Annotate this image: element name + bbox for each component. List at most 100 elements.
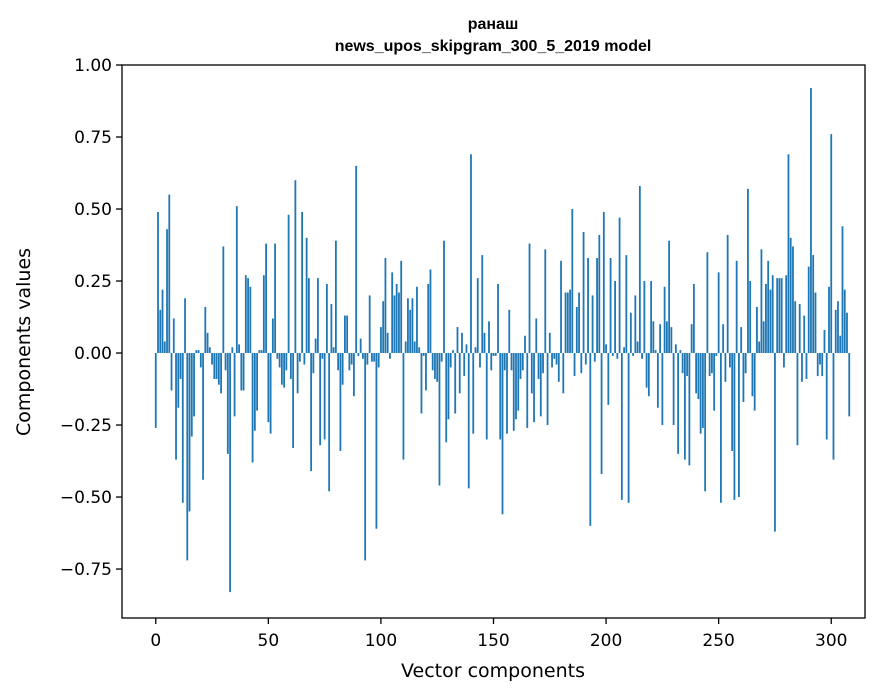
bar <box>208 347 211 354</box>
bar <box>240 353 243 391</box>
y-tick-label: 0.25 <box>74 272 112 292</box>
bar <box>307 278 310 354</box>
bar <box>720 353 722 503</box>
bar <box>798 304 801 354</box>
bar <box>411 298 414 354</box>
bar <box>681 353 684 374</box>
bar <box>692 283 695 354</box>
bar <box>262 275 265 354</box>
bar <box>467 353 470 489</box>
bar <box>814 292 817 354</box>
bar <box>542 353 544 374</box>
bar <box>501 353 504 515</box>
bar <box>384 257 387 354</box>
bar <box>758 341 761 354</box>
bar <box>364 353 367 561</box>
bar <box>616 353 619 359</box>
bar <box>492 353 495 356</box>
bar <box>589 353 592 526</box>
bar <box>494 353 497 356</box>
bar <box>805 353 808 379</box>
bar <box>553 353 556 359</box>
bar <box>812 255 815 354</box>
bar <box>366 353 369 365</box>
bar <box>544 249 547 354</box>
x-tick-label: 50 <box>258 631 280 651</box>
bar <box>729 353 731 368</box>
bar <box>321 353 324 359</box>
bar <box>672 353 675 426</box>
bar <box>722 324 725 354</box>
bar <box>461 332 463 354</box>
bar <box>618 217 621 354</box>
bar <box>359 338 362 354</box>
bar <box>623 347 625 354</box>
bar <box>256 353 258 411</box>
bar <box>528 243 531 354</box>
bar <box>344 315 346 354</box>
x-tick-label: 0 <box>150 631 161 651</box>
bar <box>738 353 740 498</box>
bar <box>663 286 666 354</box>
bar <box>355 165 358 354</box>
bar <box>463 353 466 377</box>
bar <box>298 353 301 362</box>
bar <box>632 353 634 356</box>
bar <box>580 353 583 374</box>
bar <box>706 252 709 354</box>
bar <box>533 353 535 423</box>
bar <box>756 306 758 354</box>
bar <box>409 309 412 354</box>
bar <box>539 353 542 417</box>
bar <box>519 353 522 379</box>
bar <box>235 206 238 354</box>
bar <box>778 278 781 354</box>
bar <box>283 353 286 388</box>
bar <box>199 353 202 368</box>
bar <box>785 275 788 354</box>
bar <box>598 234 601 354</box>
bar <box>697 353 700 400</box>
bar <box>753 353 756 411</box>
bar <box>274 243 276 354</box>
x-tick-label: 300 <box>815 631 847 651</box>
bar <box>325 283 328 354</box>
x-tick-label: 200 <box>590 631 622 651</box>
bar <box>506 353 508 434</box>
bar <box>530 353 533 394</box>
bar <box>445 353 448 443</box>
bar <box>704 353 707 492</box>
bar <box>476 278 479 354</box>
bar <box>416 286 418 354</box>
bar <box>436 353 439 382</box>
bar <box>762 321 765 354</box>
bar <box>265 243 267 354</box>
bar <box>357 353 360 356</box>
bar <box>830 134 833 354</box>
bar <box>260 350 263 354</box>
bar <box>686 353 689 377</box>
bar <box>713 353 716 411</box>
bar <box>181 353 184 503</box>
bar <box>398 292 400 354</box>
bar <box>638 185 641 354</box>
bar <box>569 289 571 354</box>
bar <box>740 327 743 354</box>
bar <box>733 353 736 500</box>
bar <box>350 353 353 365</box>
bar <box>186 353 189 561</box>
bar <box>362 353 364 359</box>
bar <box>699 353 702 434</box>
bar <box>422 353 425 356</box>
bar <box>776 278 779 354</box>
bar <box>380 327 382 354</box>
bar <box>611 353 614 356</box>
bar <box>497 283 499 354</box>
bar <box>765 283 767 354</box>
bar <box>188 353 191 512</box>
bar <box>458 353 461 394</box>
bar <box>629 312 632 354</box>
bar <box>303 353 306 365</box>
bar <box>602 211 605 354</box>
bar <box>418 347 421 354</box>
